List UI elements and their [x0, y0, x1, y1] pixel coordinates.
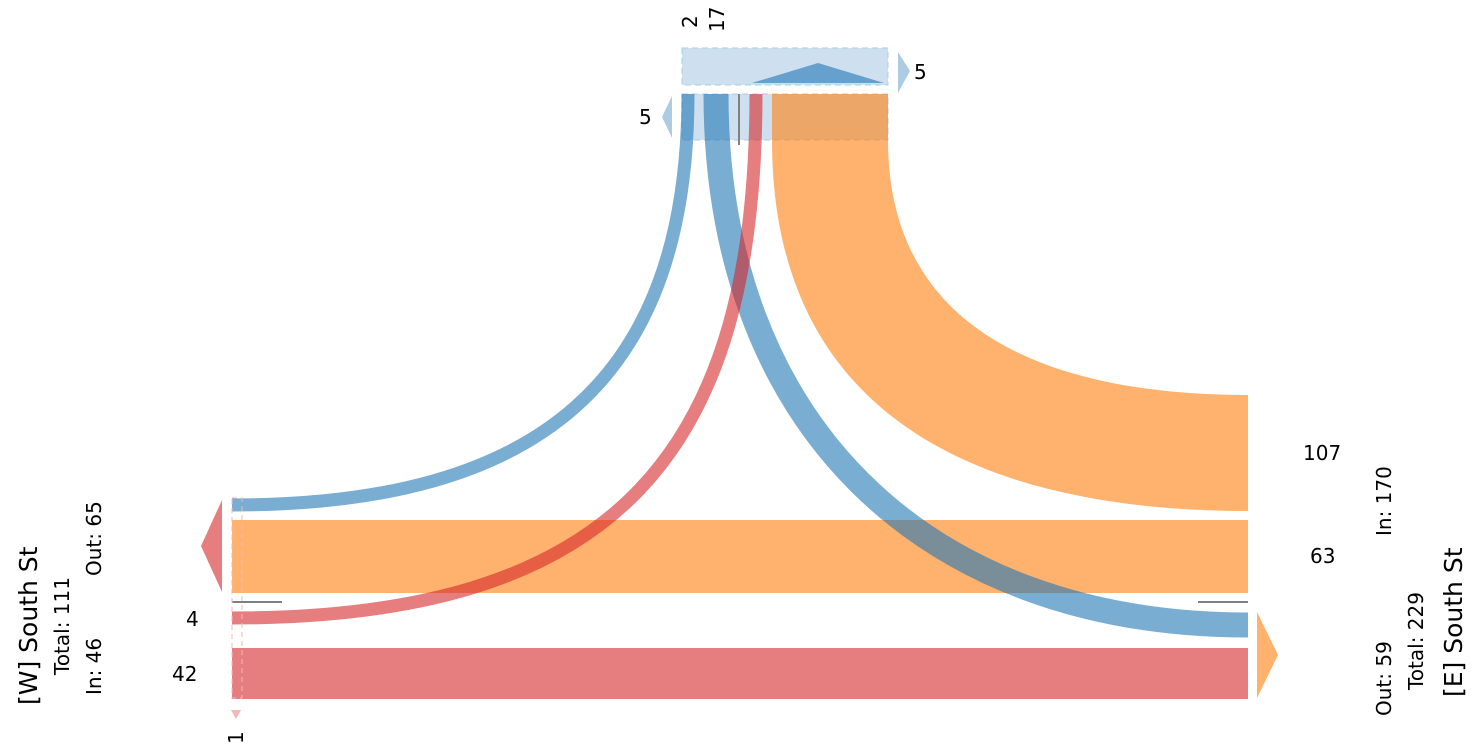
- east-title: [E] South St: [1439, 547, 1468, 697]
- north-flow-arrow: [752, 63, 884, 83]
- north-top-value-2: 17: [705, 7, 729, 32]
- flow-east-to-north: [772, 94, 1248, 511]
- west-below-value: 1: [224, 731, 248, 744]
- east-entry-value-2: 63: [1310, 544, 1335, 568]
- west-out-arrow: [201, 500, 222, 592]
- east-out-arrow: [1257, 612, 1278, 698]
- flow-west-to-east: [232, 648, 1248, 699]
- west-entry-value-2: 42: [172, 662, 197, 686]
- west-total: Total: 111: [50, 577, 74, 676]
- west-entry-value-1: 4: [186, 607, 199, 631]
- flow-west-to-north: [231, 93, 763, 625]
- west-title: [W] South St: [14, 546, 43, 705]
- north-in-arrow: [662, 96, 672, 138]
- flow-north-to-east: [703, 93, 1249, 638]
- flow-north-to-west: [231, 93, 695, 512]
- north-out-value: 5: [914, 60, 927, 84]
- east-in: In: 170: [1372, 466, 1396, 536]
- north-top-value-1: 2: [678, 15, 702, 28]
- west-leg-zone: [231, 497, 243, 699]
- north-out-arrow: [898, 52, 910, 93]
- east-entry-value-1: 107: [1303, 441, 1341, 465]
- east-out: Out: 59: [1372, 641, 1396, 716]
- east-total: Total: 229: [1404, 592, 1428, 691]
- west-down-marker: [231, 710, 241, 719]
- flow-east-to-west: [232, 520, 1248, 593]
- north-in-value: 5: [639, 105, 652, 129]
- west-in: In: 46: [82, 638, 106, 695]
- west-out: Out: 65: [82, 501, 106, 576]
